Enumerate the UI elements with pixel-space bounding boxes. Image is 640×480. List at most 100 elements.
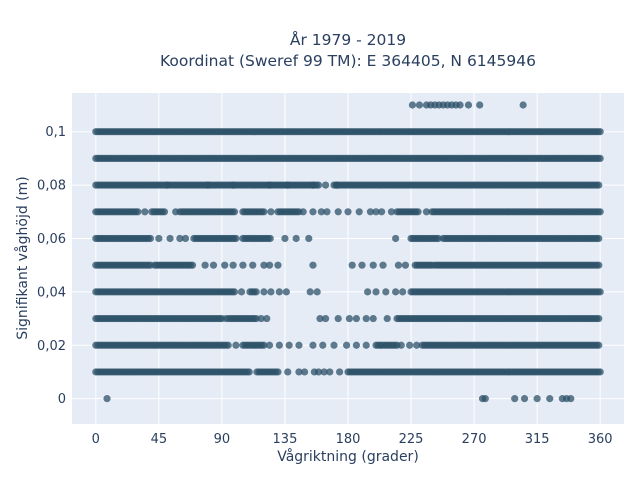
data-point bbox=[141, 208, 149, 216]
data-point bbox=[413, 341, 421, 349]
data-point bbox=[285, 341, 293, 349]
data-points bbox=[92, 101, 604, 403]
data-point bbox=[275, 341, 283, 349]
data-point bbox=[266, 234, 274, 243]
x-tick-label: 315 bbox=[525, 432, 550, 447]
data-point bbox=[201, 261, 209, 269]
data-point bbox=[362, 341, 370, 349]
data-point bbox=[232, 341, 240, 349]
data-point bbox=[237, 288, 246, 296]
data-point bbox=[408, 101, 417, 109]
data-point bbox=[309, 208, 317, 216]
x-axis-title: Vågriktning (grader) bbox=[277, 448, 419, 465]
data-point bbox=[263, 314, 271, 323]
data-point bbox=[358, 261, 366, 269]
data-point bbox=[274, 368, 282, 376]
data-point bbox=[292, 234, 300, 243]
data-point bbox=[309, 341, 317, 349]
x-tick-label: 180 bbox=[336, 432, 361, 447]
data-point bbox=[313, 288, 321, 296]
data-point bbox=[229, 261, 237, 269]
data-point bbox=[265, 341, 274, 349]
data-point bbox=[392, 234, 400, 243]
data-point bbox=[305, 234, 313, 243]
data-point bbox=[352, 341, 361, 349]
data-point bbox=[387, 208, 396, 216]
data-point bbox=[595, 234, 603, 243]
x-axis-ticks: 0 45 90 135 180 225 270 315 360 bbox=[92, 432, 613, 447]
data-point bbox=[260, 261, 268, 269]
data-point bbox=[362, 314, 370, 323]
data-point bbox=[320, 368, 328, 376]
data-point bbox=[595, 314, 603, 323]
data-point bbox=[596, 208, 604, 216]
data-point bbox=[414, 208, 422, 216]
data-point bbox=[348, 261, 356, 269]
x-tick-label: 90 bbox=[214, 432, 231, 447]
data-point bbox=[300, 368, 309, 376]
data-point bbox=[249, 261, 257, 269]
data-point bbox=[314, 368, 323, 376]
data-point bbox=[260, 208, 268, 216]
data-point bbox=[595, 181, 603, 189]
data-point bbox=[319, 341, 327, 349]
x-tick-label: 360 bbox=[588, 432, 613, 447]
y-tick-label: 0 bbox=[58, 392, 66, 407]
data-point bbox=[511, 395, 519, 403]
data-point bbox=[306, 288, 314, 296]
data-point bbox=[422, 208, 431, 216]
data-point bbox=[160, 208, 169, 216]
data-point bbox=[252, 288, 260, 296]
data-point bbox=[364, 288, 372, 296]
data-point bbox=[134, 208, 142, 216]
data-point bbox=[334, 314, 342, 323]
data-point bbox=[257, 314, 265, 323]
data-point bbox=[392, 288, 400, 296]
data-point bbox=[224, 341, 232, 349]
data-point bbox=[260, 341, 268, 349]
data-point bbox=[383, 314, 391, 323]
chart-title-line1: År 1979 - 2019 bbox=[290, 30, 406, 49]
data-point bbox=[103, 395, 111, 403]
y-tick-label: 0,08 bbox=[37, 179, 66, 194]
x-tick-label: 135 bbox=[273, 432, 298, 447]
data-point bbox=[415, 101, 424, 109]
x-tick-label: 0 bbox=[92, 432, 100, 447]
data-point bbox=[533, 395, 541, 403]
data-point bbox=[265, 261, 274, 269]
data-point bbox=[309, 261, 317, 269]
data-point bbox=[330, 341, 338, 349]
data-point bbox=[323, 208, 331, 216]
data-point bbox=[596, 368, 604, 376]
data-point bbox=[596, 288, 604, 296]
data-point bbox=[567, 395, 575, 403]
data-point bbox=[282, 288, 290, 296]
data-point bbox=[596, 128, 604, 136]
data-point bbox=[229, 181, 237, 189]
data-point bbox=[456, 101, 464, 109]
data-point bbox=[260, 288, 268, 296]
data-point bbox=[372, 288, 380, 296]
data-point bbox=[596, 154, 604, 162]
data-point bbox=[181, 234, 190, 243]
data-point bbox=[379, 261, 387, 269]
data-point bbox=[295, 368, 303, 376]
data-point bbox=[321, 181, 330, 189]
data-point bbox=[372, 208, 380, 216]
data-point bbox=[352, 314, 361, 323]
data-point bbox=[267, 288, 275, 296]
y-tick-label: 0,1 bbox=[45, 125, 66, 140]
data-point bbox=[369, 314, 377, 323]
data-point bbox=[172, 208, 180, 216]
data-point bbox=[309, 181, 317, 189]
data-point bbox=[546, 395, 554, 403]
data-point bbox=[481, 395, 489, 403]
data-point bbox=[394, 261, 403, 269]
data-point bbox=[326, 368, 334, 376]
data-point bbox=[245, 368, 253, 376]
data-point bbox=[221, 261, 229, 269]
data-point bbox=[274, 261, 282, 269]
data-point bbox=[399, 288, 407, 296]
